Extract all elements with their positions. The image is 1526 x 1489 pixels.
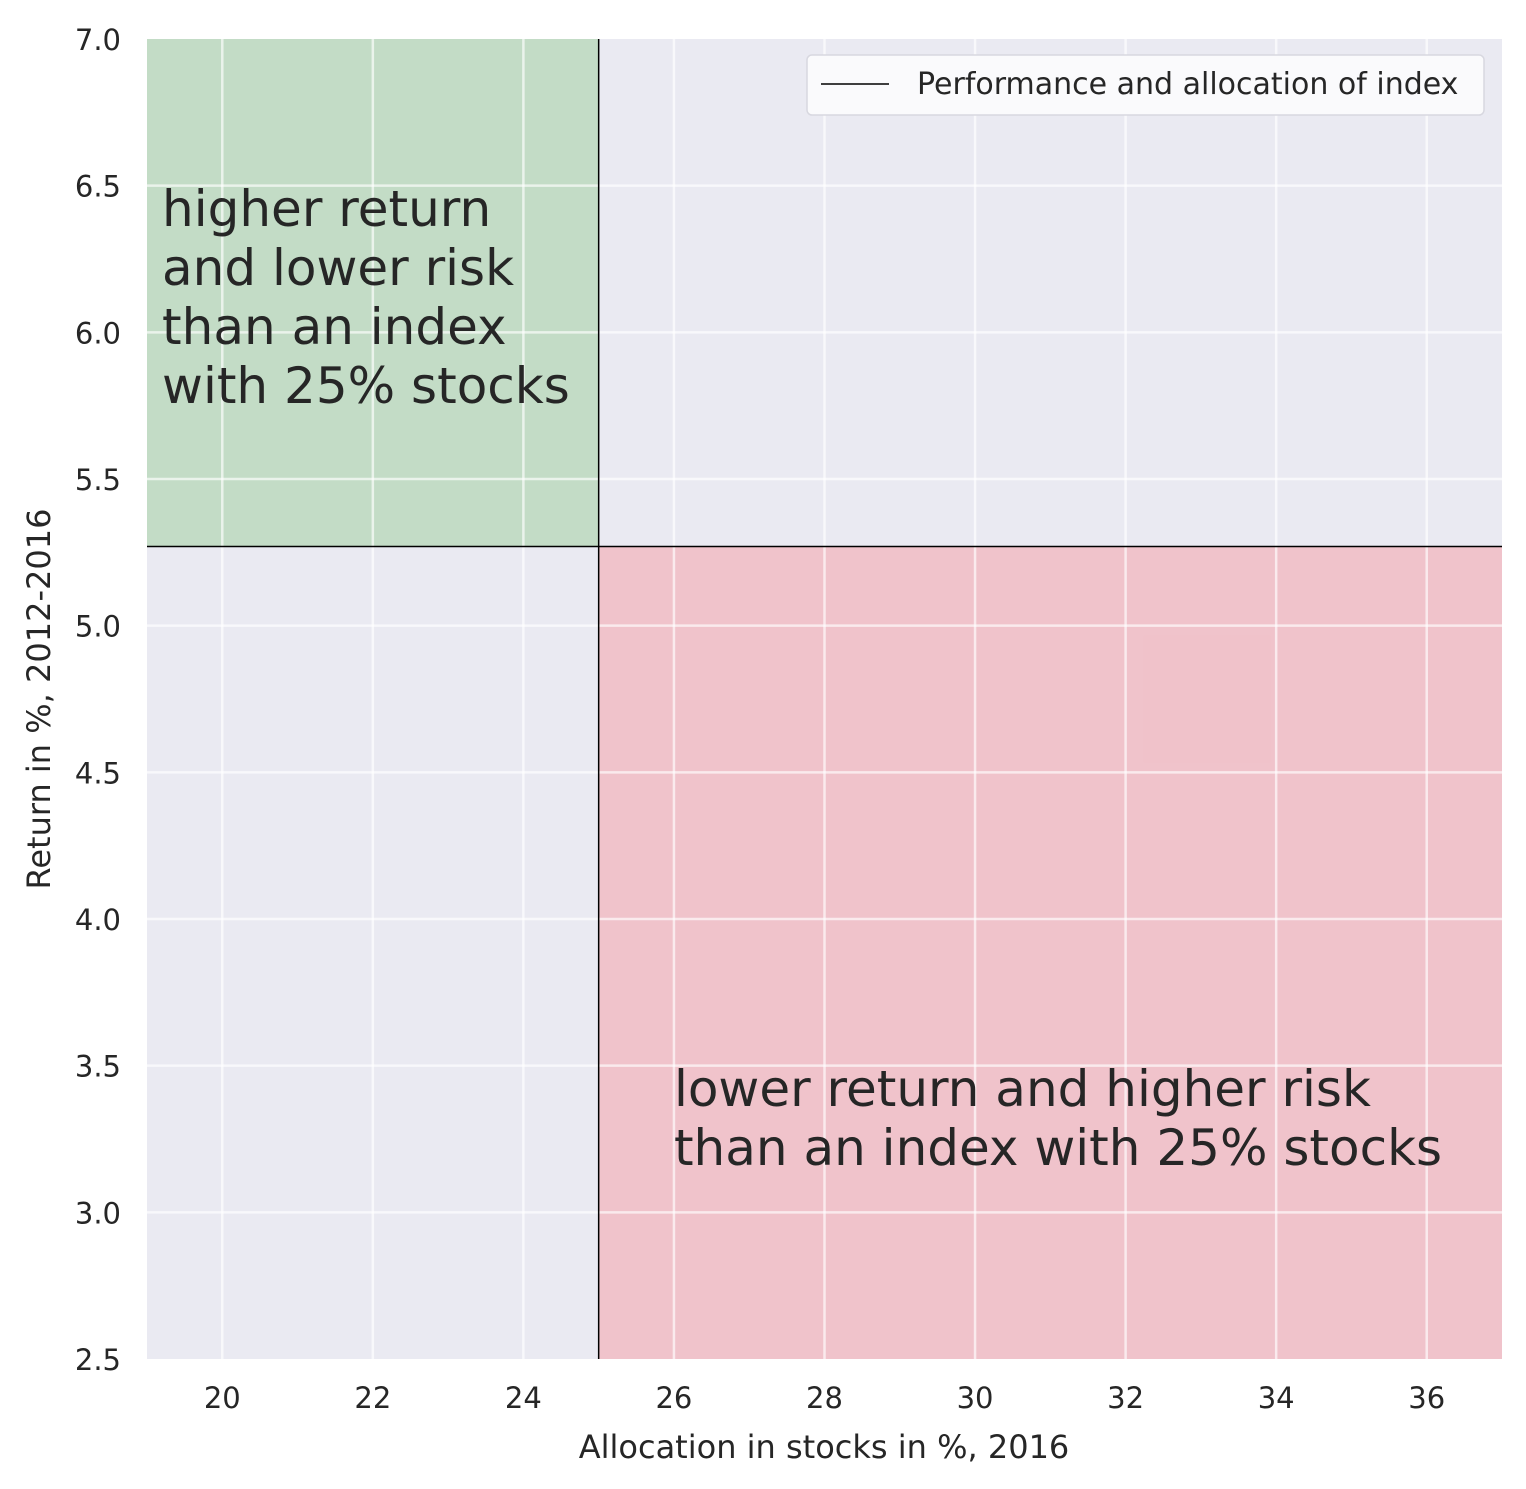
annotation-line: and lower risk xyxy=(162,239,514,297)
y-tick-label: 2.5 xyxy=(75,1343,121,1377)
y-axis-label: Return in %, 2012-2016 xyxy=(20,509,58,890)
y-tick-label: 5.0 xyxy=(75,610,121,644)
legend-box xyxy=(806,54,1485,116)
y-tick-label: 3.0 xyxy=(75,1196,121,1230)
y-tick-label: 6.5 xyxy=(75,170,121,204)
grid-lines xyxy=(147,39,1502,1359)
y-tick-labels: 2.5 3.0 3.5 4.0 4.5 5.0 5.5 6.0 6.5 7.0 xyxy=(75,23,121,1377)
legend-entry-index: Performance and allocation of index xyxy=(917,67,1458,102)
x-tick-label: 28 xyxy=(806,1381,843,1415)
annotation-unfavorable: lower return and higher risk than an inde… xyxy=(674,1060,1442,1177)
x-axis-label: Allocation in stocks in %, 2016 xyxy=(579,1428,1070,1466)
legend: Performance and allocation of index xyxy=(806,54,1485,116)
y-tick-label: 3.5 xyxy=(75,1050,121,1084)
x-tick-label: 32 xyxy=(1107,1381,1144,1415)
x-tick-label: 34 xyxy=(1258,1381,1295,1415)
x-tick-label: 30 xyxy=(957,1381,994,1415)
annotations: higher return and lower risk than an index… xyxy=(162,180,1442,1177)
x-tick-label: 20 xyxy=(204,1381,241,1415)
x-tick-label: 26 xyxy=(655,1381,692,1415)
y-tick-label: 7.0 xyxy=(75,23,121,57)
x-tick-label: 24 xyxy=(505,1381,542,1415)
annotation-line: than an index with 25% stocks xyxy=(674,1119,1442,1177)
region-unfavorable xyxy=(598,546,1502,1359)
index-lines xyxy=(147,39,1502,1359)
annotation-line: higher return xyxy=(162,180,491,238)
annotation-line: than an index xyxy=(162,298,507,356)
x-tick-labels: 20 22 24 26 28 30 32 34 36 xyxy=(204,1381,1445,1415)
y-tick-label: 4.5 xyxy=(75,756,121,790)
x-tick-label: 36 xyxy=(1408,1381,1445,1415)
x-tick-label: 22 xyxy=(354,1381,391,1415)
annotation-line: lower return and higher risk xyxy=(674,1060,1371,1118)
y-tick-label: 4.0 xyxy=(75,903,121,937)
y-tick-label: 6.0 xyxy=(75,316,121,350)
y-tick-label: 5.5 xyxy=(75,463,121,497)
annotation-line: with 25% stocks xyxy=(162,357,570,415)
annotation-favorable: higher return and lower risk than an index… xyxy=(162,180,570,415)
